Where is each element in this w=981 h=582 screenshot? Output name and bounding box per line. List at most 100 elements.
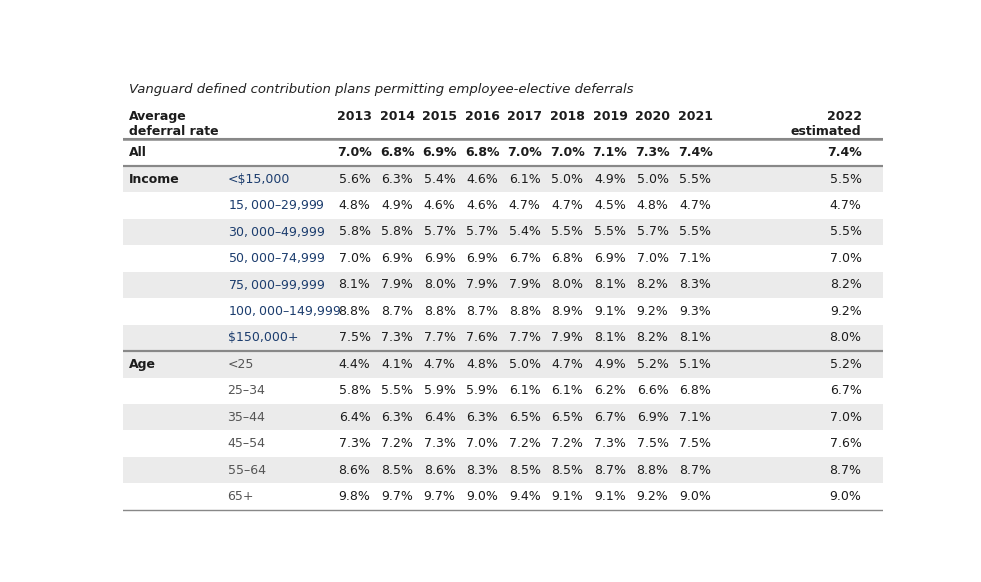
Text: 2018: 2018 xyxy=(550,110,585,123)
Text: 9.7%: 9.7% xyxy=(424,490,455,503)
Text: 6.3%: 6.3% xyxy=(382,411,413,424)
Bar xyxy=(123,245,883,272)
Text: 7.0%: 7.0% xyxy=(830,411,861,424)
Text: 4.8%: 4.8% xyxy=(637,199,668,212)
Text: 5.6%: 5.6% xyxy=(338,172,371,186)
Text: 6.8%: 6.8% xyxy=(465,146,499,159)
Text: 8.2%: 8.2% xyxy=(637,278,668,292)
Text: deferral rate: deferral rate xyxy=(129,125,219,137)
Text: 5.4%: 5.4% xyxy=(509,225,541,239)
Text: 8.7%: 8.7% xyxy=(830,464,861,477)
Text: 7.5%: 7.5% xyxy=(338,331,371,345)
Text: 7.3%: 7.3% xyxy=(594,437,626,450)
Text: 4.9%: 4.9% xyxy=(594,172,626,186)
Text: 7.6%: 7.6% xyxy=(466,331,498,345)
Text: 8.0%: 8.0% xyxy=(551,278,584,292)
Text: 6.4%: 6.4% xyxy=(338,411,371,424)
Text: 5.5%: 5.5% xyxy=(679,225,711,239)
Text: 9.1%: 9.1% xyxy=(594,305,626,318)
Text: 65+: 65+ xyxy=(228,490,254,503)
Text: 6.8%: 6.8% xyxy=(551,252,584,265)
Text: 7.9%: 7.9% xyxy=(551,331,584,345)
Text: 2017: 2017 xyxy=(507,110,542,123)
Text: 7.0%: 7.0% xyxy=(337,146,372,159)
Text: 5.0%: 5.0% xyxy=(551,172,584,186)
Text: 8.2%: 8.2% xyxy=(830,278,861,292)
Text: 8.8%: 8.8% xyxy=(424,305,455,318)
Text: 7.5%: 7.5% xyxy=(679,437,711,450)
Text: 5.5%: 5.5% xyxy=(381,384,413,398)
Text: Vanguard defined contribution plans permitting employee-elective deferrals: Vanguard defined contribution plans perm… xyxy=(129,83,633,96)
Text: 9.0%: 9.0% xyxy=(830,490,861,503)
Bar xyxy=(123,404,883,431)
Text: 2014: 2014 xyxy=(380,110,415,123)
Bar xyxy=(123,431,883,457)
Text: 8.0%: 8.0% xyxy=(424,278,455,292)
Text: 6.9%: 6.9% xyxy=(637,411,668,424)
Text: 4.8%: 4.8% xyxy=(466,358,498,371)
Text: 8.7%: 8.7% xyxy=(381,305,413,318)
Bar xyxy=(123,484,883,510)
Text: $30,000–$49,999: $30,000–$49,999 xyxy=(228,225,325,239)
Text: 4.1%: 4.1% xyxy=(382,358,413,371)
Text: 7.0%: 7.0% xyxy=(338,252,371,265)
Text: 4.7%: 4.7% xyxy=(424,358,455,371)
Text: 8.5%: 8.5% xyxy=(551,464,584,477)
Text: 5.5%: 5.5% xyxy=(830,172,861,186)
Text: 7.9%: 7.9% xyxy=(509,278,541,292)
Text: 8.7%: 8.7% xyxy=(679,464,711,477)
Text: 7.0%: 7.0% xyxy=(637,252,668,265)
Text: 7.4%: 7.4% xyxy=(678,146,712,159)
Text: 25–34: 25–34 xyxy=(228,384,266,398)
Text: 5.8%: 5.8% xyxy=(338,384,371,398)
Text: 8.7%: 8.7% xyxy=(594,464,626,477)
Text: 7.1%: 7.1% xyxy=(679,252,711,265)
Bar xyxy=(123,166,883,192)
Text: 4.7%: 4.7% xyxy=(551,199,584,212)
Text: 9.2%: 9.2% xyxy=(830,305,861,318)
Text: 7.0%: 7.0% xyxy=(550,146,585,159)
Text: 4.7%: 4.7% xyxy=(830,199,861,212)
Text: 6.4%: 6.4% xyxy=(424,411,455,424)
Text: 8.0%: 8.0% xyxy=(830,331,861,345)
Text: 6.1%: 6.1% xyxy=(551,384,584,398)
Text: 5.0%: 5.0% xyxy=(509,358,541,371)
Text: 55–64: 55–64 xyxy=(228,464,266,477)
Text: 7.4%: 7.4% xyxy=(827,146,861,159)
Text: 7.6%: 7.6% xyxy=(830,437,861,450)
Text: 5.9%: 5.9% xyxy=(424,384,455,398)
Text: 8.5%: 8.5% xyxy=(381,464,413,477)
Text: 6.9%: 6.9% xyxy=(424,252,455,265)
Text: 8.8%: 8.8% xyxy=(338,305,371,318)
Text: 8.6%: 8.6% xyxy=(338,464,371,477)
Text: 6.6%: 6.6% xyxy=(637,384,668,398)
Text: 8.7%: 8.7% xyxy=(466,305,498,318)
Text: 8.3%: 8.3% xyxy=(679,278,711,292)
Text: 8.3%: 8.3% xyxy=(466,464,498,477)
Text: 5.2%: 5.2% xyxy=(830,358,861,371)
Text: 45–54: 45–54 xyxy=(228,437,266,450)
Text: 7.5%: 7.5% xyxy=(637,437,668,450)
Bar xyxy=(123,378,883,404)
Text: 9.1%: 9.1% xyxy=(594,490,626,503)
Text: 7.0%: 7.0% xyxy=(507,146,542,159)
Text: 8.8%: 8.8% xyxy=(637,464,668,477)
Text: <25: <25 xyxy=(228,358,254,371)
Text: 4.9%: 4.9% xyxy=(382,199,413,212)
Text: 6.8%: 6.8% xyxy=(380,146,414,159)
Text: 5.7%: 5.7% xyxy=(466,225,498,239)
Text: 8.6%: 8.6% xyxy=(424,464,455,477)
Text: 2020: 2020 xyxy=(635,110,670,123)
Text: $75,000–$99,999: $75,000–$99,999 xyxy=(228,278,325,292)
Text: 4.8%: 4.8% xyxy=(338,199,371,212)
Text: 8.5%: 8.5% xyxy=(509,464,541,477)
Text: 5.8%: 5.8% xyxy=(338,225,371,239)
Text: 7.0%: 7.0% xyxy=(466,437,498,450)
Bar xyxy=(123,325,883,351)
Text: 9.2%: 9.2% xyxy=(637,490,668,503)
Text: 4.9%: 4.9% xyxy=(594,358,626,371)
Text: 5.5%: 5.5% xyxy=(830,225,861,239)
Text: All: All xyxy=(129,146,146,159)
Text: 6.8%: 6.8% xyxy=(679,384,711,398)
Text: 7.1%: 7.1% xyxy=(679,411,711,424)
